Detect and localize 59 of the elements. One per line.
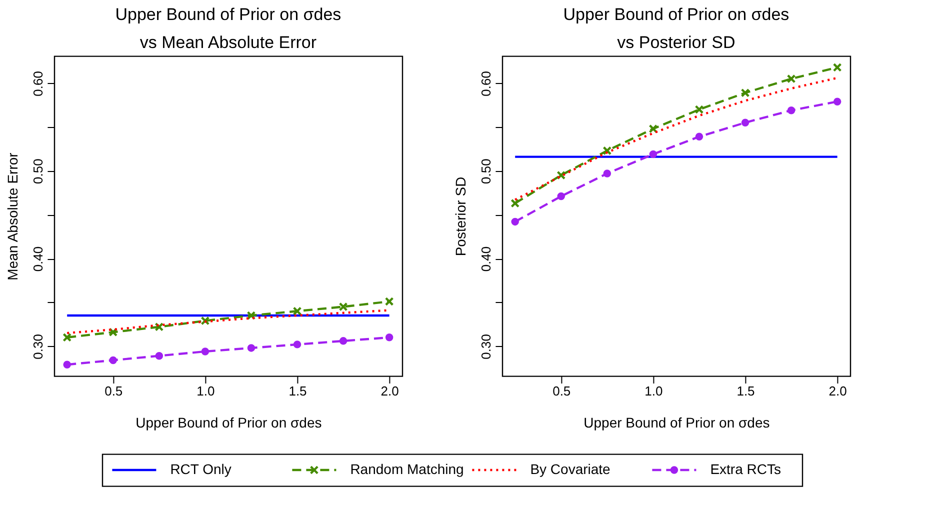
point xyxy=(741,118,750,126)
y-tick-label: 0.40 xyxy=(30,246,46,272)
x-axis-title: Upper Bound of Prior on σdes xyxy=(584,414,770,430)
point xyxy=(556,170,566,180)
x-tick-label: 1.5 xyxy=(288,384,307,398)
y-tick-label: 0.60 xyxy=(478,71,494,96)
legend-label: Random Matching xyxy=(350,461,464,477)
legend-label: RCT Only xyxy=(170,461,232,477)
point xyxy=(200,316,210,326)
point xyxy=(649,150,658,158)
legend-label: Extra RCTs xyxy=(710,461,781,477)
y-axis-title: Mean Absolute Error xyxy=(4,152,21,280)
point xyxy=(63,360,71,368)
point xyxy=(511,218,519,226)
point xyxy=(385,334,394,342)
chart-title: Upper Bound of Prior on σdes vs Posterior SD xyxy=(563,5,790,52)
point xyxy=(293,340,302,348)
point xyxy=(694,105,704,114)
point xyxy=(246,311,256,320)
point xyxy=(108,328,118,337)
point xyxy=(557,192,565,200)
point xyxy=(155,352,164,360)
y-axis-title: Posterior SD xyxy=(452,176,469,256)
point xyxy=(740,88,750,98)
y-tick-label: 0.30 xyxy=(478,334,494,360)
point xyxy=(603,170,612,178)
x-tick-label: 0.5 xyxy=(104,384,123,398)
legend-label: By Covariate xyxy=(530,461,611,477)
point xyxy=(154,322,164,332)
point xyxy=(602,146,612,156)
point xyxy=(247,344,256,352)
point xyxy=(695,132,704,141)
y-tick-label: 0.30 xyxy=(30,334,46,360)
y-tick-label: 0.50 xyxy=(478,158,494,184)
point xyxy=(832,62,842,72)
x-tick-label: 2.0 xyxy=(828,384,847,398)
y-tick-label: 0.60 xyxy=(30,71,46,96)
point xyxy=(648,124,658,134)
point xyxy=(338,302,348,312)
x-tick-label: 1.0 xyxy=(196,384,215,398)
point xyxy=(510,198,520,208)
x-tick-label: 2.0 xyxy=(380,384,399,398)
point xyxy=(339,337,348,345)
point xyxy=(109,356,117,364)
point xyxy=(384,297,394,306)
point xyxy=(787,106,796,114)
point xyxy=(62,332,72,342)
x-tick-label: 1.5 xyxy=(736,384,755,398)
point xyxy=(786,74,796,84)
x-tick-label: 1.0 xyxy=(644,384,663,398)
chart-title: Upper Bound of Prior on σdes vs Mean Absolute Error xyxy=(115,5,342,52)
point xyxy=(292,306,302,316)
x-tick-label: 0.5 xyxy=(552,384,571,398)
y-tick-label: 0.50 xyxy=(30,158,46,184)
point xyxy=(201,348,210,356)
y-tick-label: 0.40 xyxy=(478,246,494,272)
line-series xyxy=(514,76,838,201)
x-axis-title: Upper Bound of Prior on σdes xyxy=(136,414,322,430)
point xyxy=(833,98,842,106)
